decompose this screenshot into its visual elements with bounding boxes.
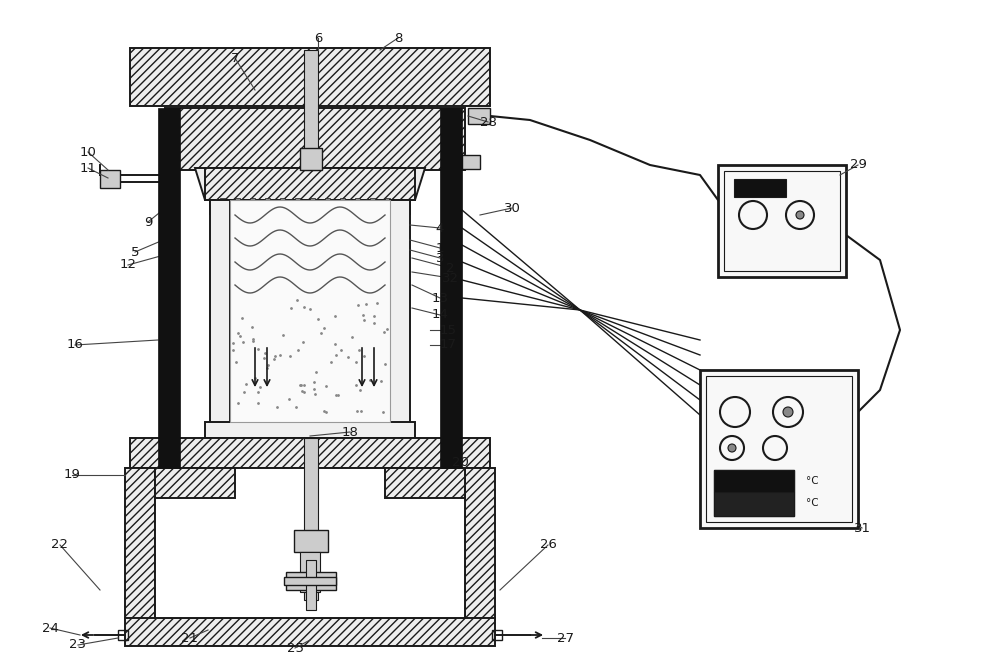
Bar bbox=[286, 572, 336, 590]
Bar bbox=[468, 108, 490, 124]
Text: 17: 17 bbox=[440, 339, 456, 351]
Bar bbox=[230, 200, 390, 422]
Circle shape bbox=[783, 407, 793, 417]
Bar bbox=[250, 198, 255, 202]
Text: 26: 26 bbox=[540, 538, 556, 552]
Text: 19: 19 bbox=[64, 468, 80, 482]
Bar bbox=[310, 198, 315, 202]
Text: 15: 15 bbox=[440, 323, 456, 337]
Bar bbox=[294, 530, 328, 552]
Text: 27: 27 bbox=[556, 632, 574, 644]
Bar bbox=[165, 108, 465, 170]
Bar bbox=[205, 168, 415, 200]
Text: 4: 4 bbox=[436, 222, 444, 235]
Text: 8: 8 bbox=[394, 32, 402, 44]
Bar bbox=[355, 198, 360, 202]
Text: 13: 13 bbox=[432, 292, 448, 304]
Bar bbox=[370, 198, 375, 202]
Bar bbox=[210, 200, 230, 425]
Text: 14: 14 bbox=[432, 308, 448, 321]
Text: 6: 6 bbox=[314, 32, 322, 44]
Bar bbox=[304, 438, 318, 600]
Text: 10: 10 bbox=[80, 146, 96, 159]
Text: 25: 25 bbox=[287, 642, 304, 655]
Bar bbox=[280, 198, 285, 202]
Bar bbox=[385, 468, 465, 498]
Bar bbox=[340, 198, 345, 202]
Bar bbox=[734, 179, 786, 197]
Text: 16: 16 bbox=[67, 339, 83, 351]
Bar bbox=[295, 198, 300, 202]
Bar bbox=[220, 198, 225, 202]
Bar bbox=[390, 200, 410, 425]
Text: 30: 30 bbox=[504, 202, 520, 214]
Text: 20: 20 bbox=[452, 456, 468, 468]
Polygon shape bbox=[195, 168, 425, 200]
Bar bbox=[160, 172, 170, 182]
Text: 29: 29 bbox=[850, 159, 866, 171]
Text: 9: 9 bbox=[144, 216, 152, 228]
Bar bbox=[714, 492, 794, 516]
Text: 22: 22 bbox=[52, 538, 68, 552]
Bar bbox=[265, 198, 270, 202]
Bar bbox=[385, 198, 390, 202]
Text: 31: 31 bbox=[854, 521, 870, 534]
Text: 21: 21 bbox=[182, 632, 198, 644]
Text: 5: 5 bbox=[131, 245, 139, 259]
Bar bbox=[714, 470, 794, 516]
Circle shape bbox=[796, 211, 804, 219]
Text: 24: 24 bbox=[42, 622, 58, 634]
Bar bbox=[118, 630, 128, 640]
Text: 18: 18 bbox=[342, 425, 358, 439]
Text: 23: 23 bbox=[70, 638, 87, 651]
Text: 32: 32 bbox=[442, 271, 458, 284]
Bar bbox=[304, 50, 318, 170]
Bar bbox=[158, 108, 180, 468]
Bar bbox=[718, 165, 846, 277]
Bar bbox=[155, 468, 235, 498]
Bar bbox=[706, 376, 852, 522]
Bar bbox=[714, 470, 794, 492]
Text: 12: 12 bbox=[120, 259, 136, 271]
Bar bbox=[155, 468, 465, 618]
Bar bbox=[462, 155, 480, 169]
Bar bbox=[284, 577, 336, 585]
Bar bbox=[235, 198, 240, 202]
Bar bbox=[125, 618, 495, 646]
Bar bbox=[300, 148, 322, 170]
Text: °C: °C bbox=[806, 476, 818, 486]
Bar bbox=[300, 552, 320, 592]
Bar bbox=[325, 198, 330, 202]
Text: 28: 28 bbox=[480, 116, 496, 128]
Text: 7: 7 bbox=[231, 52, 239, 65]
Bar bbox=[210, 200, 410, 214]
Text: °C: °C bbox=[806, 498, 818, 508]
Bar bbox=[465, 468, 495, 620]
Bar bbox=[306, 560, 316, 610]
Bar bbox=[440, 108, 462, 468]
Bar bbox=[700, 370, 858, 528]
Bar bbox=[125, 468, 155, 620]
Bar bbox=[205, 422, 415, 438]
Text: 2: 2 bbox=[446, 261, 454, 274]
Text: 1: 1 bbox=[436, 241, 444, 255]
Bar bbox=[130, 48, 490, 106]
Text: 3: 3 bbox=[436, 251, 444, 265]
Bar bbox=[492, 630, 502, 640]
Text: 11: 11 bbox=[80, 161, 96, 175]
Bar bbox=[724, 171, 840, 271]
Bar bbox=[130, 438, 490, 468]
Circle shape bbox=[728, 444, 736, 452]
Bar bbox=[100, 170, 120, 188]
